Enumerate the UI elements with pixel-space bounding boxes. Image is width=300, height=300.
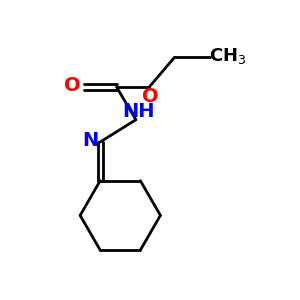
- Text: NH: NH: [123, 102, 155, 121]
- Text: N: N: [82, 131, 99, 150]
- Text: O: O: [64, 76, 81, 95]
- Text: CH$_3$: CH$_3$: [209, 46, 247, 66]
- Text: O: O: [142, 87, 159, 106]
